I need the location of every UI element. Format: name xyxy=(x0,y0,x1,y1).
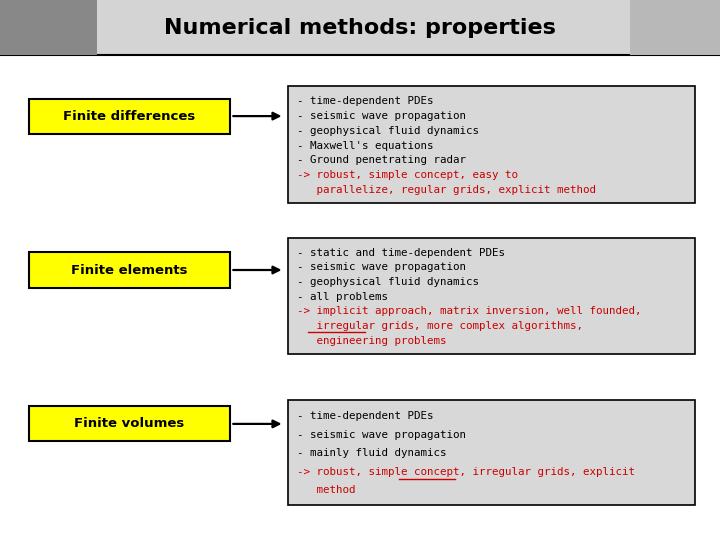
Text: parallelize, regular grids, explicit method: parallelize, regular grids, explicit met… xyxy=(297,185,595,195)
Text: - geophysical fluid dynamics: - geophysical fluid dynamics xyxy=(297,277,479,287)
Text: - seismic wave propagation: - seismic wave propagation xyxy=(297,111,466,121)
Text: - mainly fluid dynamics: - mainly fluid dynamics xyxy=(297,448,446,458)
Bar xyxy=(0,0,720,55)
Bar xyxy=(288,86,695,202)
Text: - geophysical fluid dynamics: - geophysical fluid dynamics xyxy=(297,126,479,136)
Bar xyxy=(288,400,695,505)
Text: - all problems: - all problems xyxy=(297,292,387,302)
Text: Numerical methods: properties: Numerical methods: properties xyxy=(164,17,556,38)
Text: method: method xyxy=(297,485,355,495)
Text: - time-dependent PDEs: - time-dependent PDEs xyxy=(297,96,433,106)
Text: -> robust, simple concept, easy to: -> robust, simple concept, easy to xyxy=(297,170,518,180)
Text: - seismic wave propagation: - seismic wave propagation xyxy=(297,262,466,272)
Text: Finite differences: Finite differences xyxy=(63,110,196,123)
Bar xyxy=(29,98,230,133)
Text: - time-dependent PDEs: - time-dependent PDEs xyxy=(297,411,433,421)
Text: - Maxwell's equations: - Maxwell's equations xyxy=(297,140,433,151)
Bar xyxy=(0,0,97,55)
Text: -> implicit approach, matrix inversion, well founded,: -> implicit approach, matrix inversion, … xyxy=(297,307,641,316)
Bar xyxy=(630,0,720,55)
Text: irregular grids, more complex algorithms,: irregular grids, more complex algorithms… xyxy=(297,321,582,331)
Text: -> robust, simple concept, irregular grids, explicit: -> robust, simple concept, irregular gri… xyxy=(297,467,634,477)
Text: - Ground penetrating radar: - Ground penetrating radar xyxy=(297,156,466,165)
Bar xyxy=(29,252,230,287)
Text: Finite elements: Finite elements xyxy=(71,264,188,276)
Text: engineering problems: engineering problems xyxy=(297,336,446,346)
Text: - seismic wave propagation: - seismic wave propagation xyxy=(297,430,466,440)
Bar xyxy=(288,238,695,354)
Bar xyxy=(29,406,230,442)
Text: - static and time-dependent PDEs: - static and time-dependent PDEs xyxy=(297,247,505,258)
Text: Finite volumes: Finite volumes xyxy=(74,417,185,430)
